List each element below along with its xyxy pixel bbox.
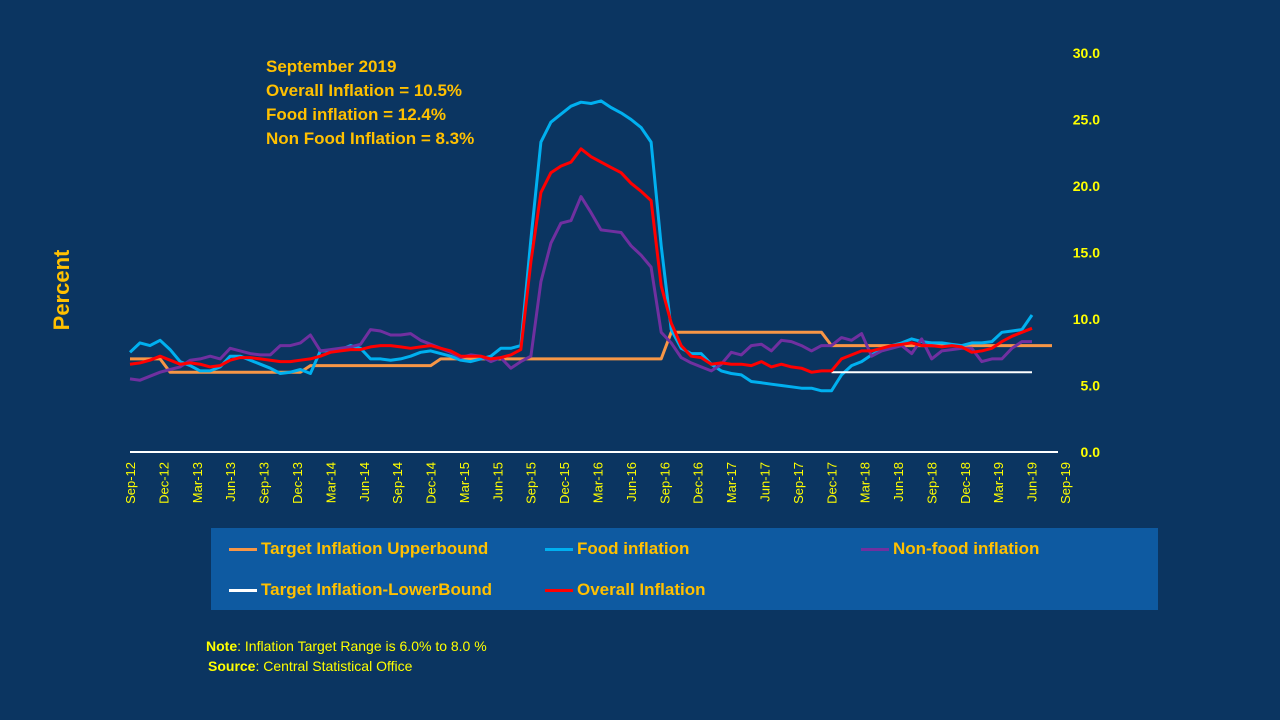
y-tick-label: 5.0 [1081, 378, 1101, 394]
x-tick-label: Dec-12 [156, 462, 171, 504]
y-axis-title: Percent [49, 249, 74, 331]
legend-item-nonfood: Non-food inflation [861, 539, 1039, 559]
legend-item-food: Food inflation [545, 539, 689, 559]
x-tick-label: Mar-16 [591, 462, 606, 503]
x-tick-label: Mar-17 [724, 462, 739, 503]
y-tick-label: 15.0 [1073, 245, 1100, 261]
x-tick-label: Dec-18 [958, 462, 973, 504]
x-tick-label: Mar-14 [323, 462, 338, 503]
source-label: Source [208, 658, 256, 674]
legend-swatch [545, 588, 573, 592]
annotation-line: Food inflation = 12.4% [266, 105, 446, 124]
x-tick-label: Jun-17 [757, 462, 772, 502]
x-tick-label: Dec-17 [824, 462, 839, 504]
x-tick-label: Sep-14 [390, 462, 405, 504]
x-tick-label: Jun-15 [490, 462, 505, 502]
note-label: Note [206, 638, 238, 654]
series-line-overall-inflation [129, 147, 1033, 374]
chart-legend: Target Inflation Upperbound Food inflati… [211, 528, 1158, 610]
x-tick-label: Jun-19 [1025, 462, 1040, 502]
chart-notes: Note: Inflation Target Range is 6.0% to … [206, 636, 487, 676]
x-tick-label: Sep-15 [524, 462, 539, 504]
x-tick-label: Dec-16 [691, 462, 706, 504]
legend-item-upperbound: Target Inflation Upperbound [229, 539, 488, 559]
x-tick-label: Jun-14 [357, 462, 372, 502]
legend-label: Target Inflation-LowerBound [261, 580, 493, 599]
y-tick-label: 0.0 [1081, 444, 1101, 460]
annotation-line: September 2019 [266, 57, 397, 76]
x-tick-label: Mar-18 [858, 462, 873, 503]
source-line: Source: Central Statistical Office [206, 656, 487, 676]
x-tick-label: Mar-13 [190, 462, 205, 503]
x-tick-label: Mar-15 [457, 462, 472, 503]
legend-item-overall: Overall Inflation [545, 580, 705, 600]
x-tick-label: Sep-12 [123, 462, 138, 504]
x-tick-label: Sep-13 [257, 462, 272, 504]
legend-label: Food inflation [577, 539, 690, 558]
legend-label: Non-food inflation [893, 539, 1040, 558]
legend-item-lowerbound: Target Inflation-LowerBound [229, 580, 492, 600]
x-tick-label: Dec-13 [290, 462, 305, 504]
x-tick-label: Jun-18 [891, 462, 906, 502]
note-text: : Inflation Target Range is 6.0% to 8.0 … [237, 638, 487, 654]
legend-swatch [229, 588, 257, 592]
series-line-non-food-inflation [129, 195, 1032, 382]
annotation-line: Overall Inflation = 10.5% [266, 81, 463, 100]
legend-swatch [545, 547, 573, 551]
x-tick-label: Sep-19 [1058, 462, 1073, 504]
x-tick-label: Jun-16 [624, 462, 639, 502]
y-tick-label: 25.0 [1073, 112, 1100, 128]
x-tick-label: Sep-16 [657, 462, 672, 504]
annotation-line: Non Food Inflation = 8.3% [266, 129, 475, 148]
legend-label: Target Inflation Upperbound [261, 539, 489, 558]
y-tick-label: 30.0 [1073, 45, 1100, 61]
x-tick-label: Dec-14 [424, 462, 439, 504]
x-tick-label: Jun-13 [223, 462, 238, 502]
source-text: : Central Statistical Office [255, 658, 413, 674]
x-tick-label: Mar-19 [991, 462, 1006, 503]
x-tick-label: Dec-15 [557, 462, 572, 504]
legend-label: Overall Inflation [577, 580, 706, 599]
y-tick-label: 10.0 [1073, 311, 1100, 327]
x-tick-label: Sep-17 [791, 462, 806, 504]
x-tick-label: Sep-18 [924, 462, 939, 504]
legend-swatch [229, 547, 257, 551]
y-tick-label: 20.0 [1073, 178, 1100, 194]
note-line: Note: Inflation Target Range is 6.0% to … [206, 636, 487, 656]
chart-annotation: September 2019 Overall Inflation = 10.5%… [266, 55, 474, 151]
legend-swatch [861, 547, 889, 551]
